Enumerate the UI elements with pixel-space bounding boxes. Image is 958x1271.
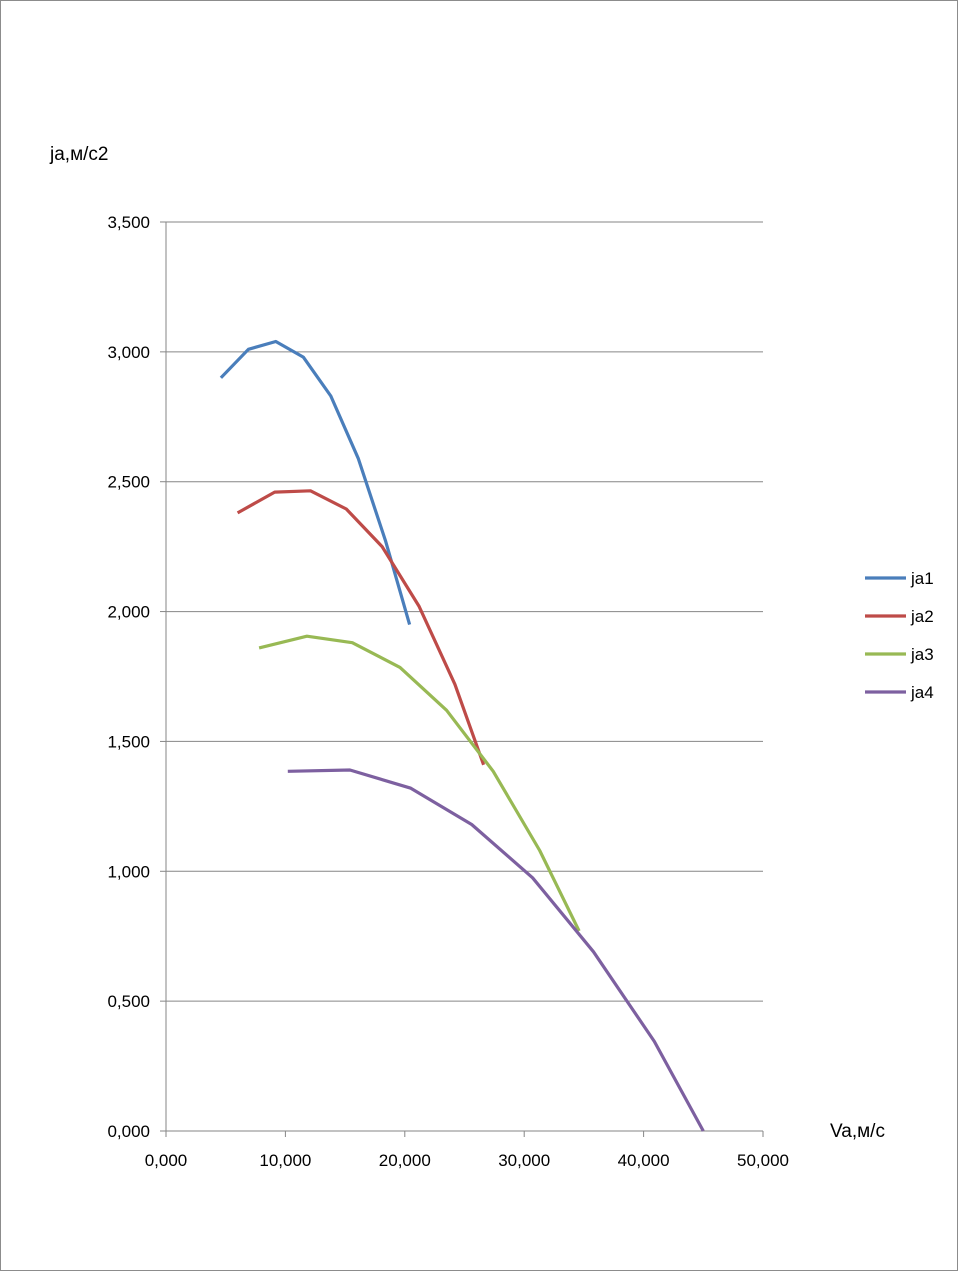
y-tick-label: 1,500 xyxy=(107,732,150,751)
x-tick-labels: 0,000 10,000 20,000 30,000 40,000 50,000 xyxy=(145,1151,789,1170)
series-line-ja3 xyxy=(258,634,581,932)
series-line-ja2 xyxy=(236,489,486,766)
y-tick-label: 3,500 xyxy=(107,213,150,232)
x-tick-label: 40,000 xyxy=(618,1151,670,1170)
legend-label-ja1: ja1 xyxy=(910,569,934,588)
legend-label-ja3: ja3 xyxy=(910,645,934,664)
series-lines xyxy=(219,339,705,1132)
legend: ja1 ja2 ja3 ja4 xyxy=(865,569,934,702)
y-tick-label: 0,000 xyxy=(107,1122,150,1141)
x-tick-label: 30,000 xyxy=(498,1151,550,1170)
x-tick-label: 50,000 xyxy=(737,1151,789,1170)
x-tick-label: 10,000 xyxy=(259,1151,311,1170)
series-line-ja4 xyxy=(287,768,705,1132)
y-tick-label: 0,500 xyxy=(107,992,150,1011)
gridlines xyxy=(166,221,763,1002)
x-tick-label: 20,000 xyxy=(379,1151,431,1170)
x-axis-title: Va,м/с xyxy=(830,1121,885,1142)
axes xyxy=(160,221,764,1137)
y-tick-labels: 0,000 0,500 1,000 1,500 2,000 2,500 3,000 3,500 xyxy=(107,213,150,1141)
y-axis-title: ja,м/с2 xyxy=(49,144,108,165)
legend-label-ja4: ja4 xyxy=(910,683,934,702)
x-tick-label: 0,000 xyxy=(145,1151,188,1170)
y-tick-label: 2,000 xyxy=(107,603,150,622)
y-tick-label: 1,000 xyxy=(107,862,150,881)
y-tick-label: 2,500 xyxy=(107,473,150,492)
legend-label-ja2: ja2 xyxy=(910,607,934,626)
y-tick-label: 3,000 xyxy=(107,343,150,362)
series-line-ja1 xyxy=(219,339,412,626)
